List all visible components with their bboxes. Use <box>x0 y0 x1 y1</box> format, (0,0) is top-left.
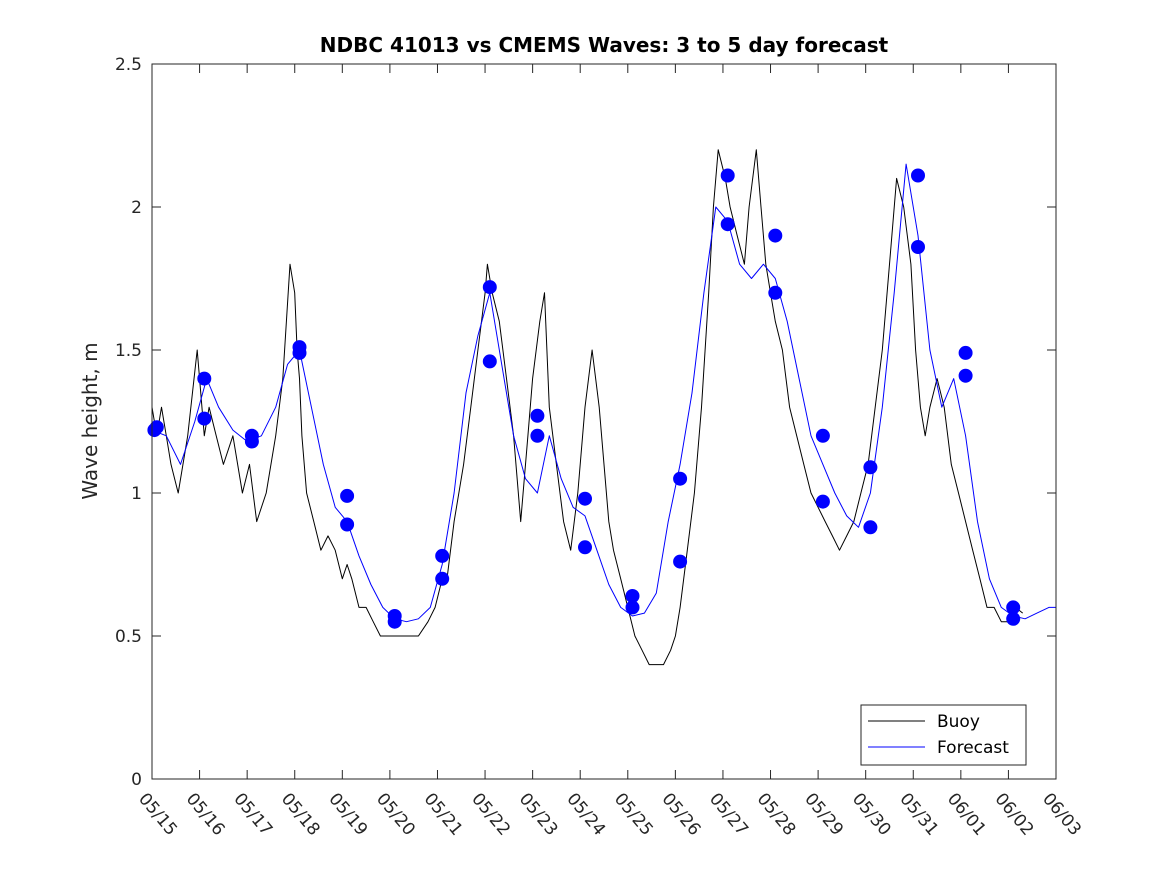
series-layer <box>151 149 1056 666</box>
y-axis-label: Wave height, m <box>78 342 102 499</box>
forecast-marker <box>673 554 688 569</box>
chart-title: NDBC 41013 vs CMEMS Waves: 3 to 5 day fo… <box>320 33 889 57</box>
series-line-forecast <box>151 163 1056 623</box>
forecast-marker <box>292 345 307 360</box>
forecast-marker <box>578 491 592 506</box>
forecast-marker <box>482 354 497 369</box>
legend-buoy-label: Buoy <box>937 712 980 732</box>
forecast-marker <box>863 460 878 475</box>
y-tick-label: 2 <box>131 198 142 218</box>
forecast-marker <box>340 517 355 532</box>
y-tick-label: 2.5 <box>115 55 142 75</box>
y-axis-ticks: 0 0.5 1 1.5 2 2.5 <box>115 55 1056 790</box>
legend: Buoy Forecast <box>860 704 1027 766</box>
y-tick-label: 1.5 <box>115 341 142 361</box>
series-line-buoy <box>151 149 1024 666</box>
forecast-marker <box>720 168 735 183</box>
forecast-marker <box>244 434 259 449</box>
marker-layer <box>147 168 1021 629</box>
forecast-marker <box>435 548 450 563</box>
forecast-marker <box>768 228 783 243</box>
plot-background <box>152 64 1056 779</box>
y-tick-label: 1 <box>131 484 142 504</box>
axes-box <box>151 63 1057 780</box>
forecast-marker <box>863 520 878 535</box>
plot-area <box>152 64 1056 779</box>
forecast-marker <box>435 571 450 586</box>
forecast-marker <box>911 168 925 183</box>
forecast-marker <box>149 420 164 435</box>
forecast-marker <box>482 280 497 295</box>
forecast-marker <box>1006 611 1021 626</box>
forecast-marker <box>958 345 973 360</box>
forecast-marker <box>958 368 973 383</box>
legend-forecast-label: Forecast <box>937 738 1009 758</box>
forecast-marker <box>815 428 830 443</box>
forecast-marker <box>340 488 355 503</box>
forecast-marker <box>530 408 545 423</box>
forecast-marker <box>197 371 212 386</box>
legend-box <box>860 704 1027 766</box>
forecast-marker <box>387 614 402 629</box>
forecast-marker <box>625 600 640 615</box>
forecast-marker <box>815 494 830 509</box>
y-tick-label: 0.5 <box>115 627 142 647</box>
y-tick-label: 0 <box>131 770 142 790</box>
forecast-marker <box>197 411 212 426</box>
forecast-marker <box>911 240 925 254</box>
forecast-marker <box>578 540 592 555</box>
forecast-marker <box>720 217 735 232</box>
forecast-marker <box>673 471 688 486</box>
forecast-marker <box>530 428 545 443</box>
forecast-marker <box>768 285 783 300</box>
